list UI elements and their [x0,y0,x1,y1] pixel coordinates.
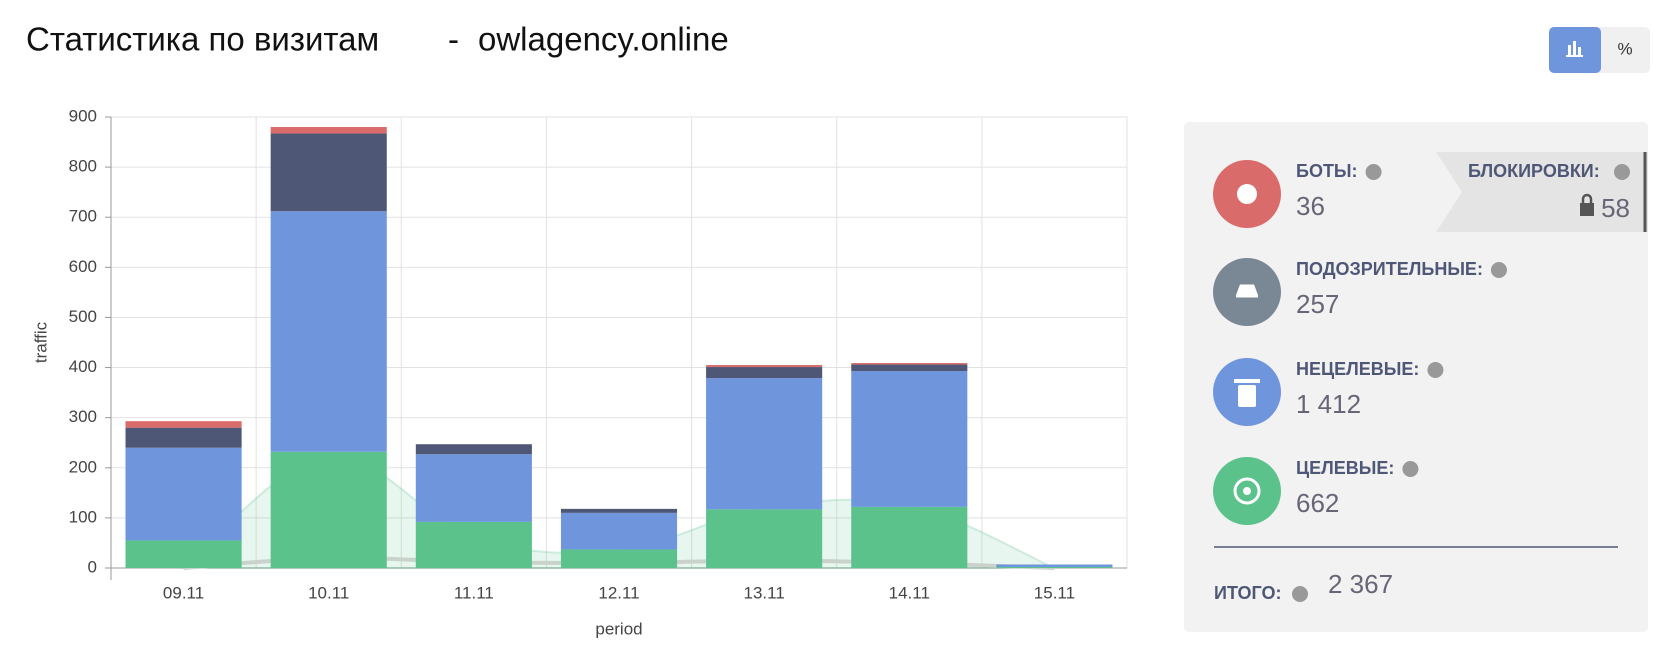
bar-segment [560,512,678,550]
y-tick-label: 500 [69,307,97,326]
x-tick-label: 11.11 [454,583,494,602]
stat-label: НЕЦЕЛЕВЫЕ: [1296,359,1419,379]
y-tick-label: 700 [69,207,97,226]
lock-icon [1580,193,1594,216]
bar-segment [996,564,1113,567]
total-label: ИТОГО: [1214,583,1281,603]
stat-label: ЦЕЛЕВЫЕ: [1296,458,1394,478]
bar-segment [125,540,242,568]
bar-segment [125,447,242,541]
target-dot [1243,487,1251,495]
x-tick-label: 14.11 [889,583,930,602]
stat-value: 36 [1296,191,1325,221]
stat-label: ПОДОЗРИТЕЛЬНЫЕ: [1296,259,1483,279]
x-tick-label: 13.11 [744,583,785,602]
blocks-ribbon [1436,152,1648,232]
toggle-percent-button[interactable]: % [1617,39,1632,58]
y-axis-label: traffic [31,321,50,363]
y-tick-label: 400 [69,357,97,376]
bar-segment [706,509,823,568]
x-tick-label: 09.11 [163,583,204,602]
bar-segment [851,363,968,365]
help-icon[interactable] [1365,164,1382,180]
y-tick-label: 900 [69,106,97,125]
help-icon[interactable] [1292,586,1308,602]
bar-segment [851,371,968,507]
bar-segment [125,427,242,448]
bar-segment [560,549,678,568]
stat-value: 662 [1296,488,1339,518]
site-name: owlagency.online [478,21,729,58]
trash-icon [1238,385,1256,407]
help-icon[interactable] [1427,362,1444,378]
icons [1233,184,1261,505]
bar-segment [996,566,1113,568]
bar-segment [270,127,387,134]
help-icon[interactable] [1614,164,1630,180]
x-tick-label: 10.11 [308,583,349,602]
stat-value: 257 [1296,289,1339,319]
x-tick-label: 15.11 [1034,583,1075,602]
help-icon[interactable] [1490,262,1507,278]
y-tick-label: 200 [69,457,97,476]
title-separator: - [448,21,459,58]
bar-segment [851,506,968,568]
y-tick-label: 300 [69,407,97,426]
total-value: 2 367 [1328,569,1393,599]
bar-segment [706,365,823,368]
target-icon [1233,477,1261,505]
bar-segment [415,454,532,522]
y-tick-label: 100 [69,507,97,526]
bar-segment [706,378,823,510]
blocks-label: БЛОКИРОВКИ: [1468,161,1600,181]
stat-value: 1 412 [1296,389,1361,419]
x-axis-label: period [595,619,642,638]
y-tick-label: 600 [69,257,97,276]
blocks-value: 58 [1601,193,1630,223]
bar-segment [560,508,678,513]
bar-segment [415,521,532,568]
trash-lid [1234,379,1260,383]
bar-segment [851,364,968,372]
stat-label: БОТЫ: [1296,161,1358,181]
bar-segment [270,451,387,568]
page-title: Статистика по визитам [26,21,379,58]
stats-panel [1184,122,1648,632]
bar-segment [706,367,823,379]
spy-icon [1235,284,1259,298]
bar-segment [125,421,242,428]
y-tick-label: 0 [88,557,97,576]
bar-segment [415,444,532,455]
x-tick-label: 12.11 [598,583,639,602]
help-icon[interactable] [1402,461,1419,477]
bot-icon [1237,184,1257,204]
view-toggle: % [1549,27,1650,73]
bar-segment [270,133,387,212]
y-tick-label: 800 [69,157,97,176]
bar-icon [1566,41,1583,57]
bar-segment [270,211,387,452]
